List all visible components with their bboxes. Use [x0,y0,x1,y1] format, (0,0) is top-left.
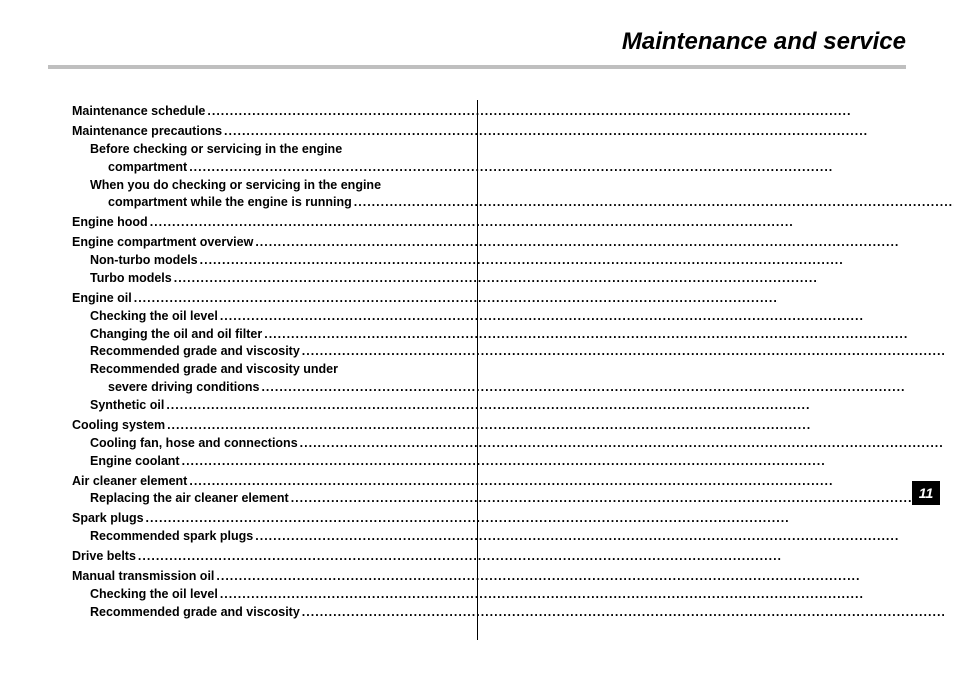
toc-row: Recommended grade and viscosity under [72,361,954,378]
toc-leader-dots [198,252,954,269]
toc-leader-dots [218,586,954,603]
toc-row: Engine oil11-8 [72,290,954,307]
toc-columns: Maintenance schedule11-3Maintenance prec… [72,100,882,655]
toc-label: Non-turbo models [72,252,198,269]
toc-row: Cooling system11-12 [72,417,954,434]
toc-label: Synthetic oil [72,397,164,414]
toc-label: Checking the oil level [72,586,218,603]
toc-leader-dots [262,326,954,343]
toc-leader-dots [164,397,954,414]
toc-leader-dots [352,194,954,211]
toc-leader-dots [187,473,954,490]
toc-leader-dots [180,453,954,470]
toc-leader-dots [289,490,954,507]
toc-row: Engine coolant11-12 [72,453,954,470]
toc-label: Engine compartment overview [72,234,253,251]
toc-row: Turbo models11-7 [72,270,954,287]
chapter-tab: 11 [912,481,940,505]
toc-label: Manual transmission oil [72,568,214,585]
toc-row: Checking the oil level11-8 [72,308,954,325]
toc-label: Replacing the air cleaner element [72,490,289,507]
toc-row: Manual transmission oil11-18 [72,568,954,585]
toc-leader-dots [172,270,954,287]
toc-leader-dots [300,343,954,360]
toc-leader-dots [148,214,954,231]
toc-label: Engine oil [72,290,132,307]
toc-leader-dots [259,379,954,396]
toc-label: Recommended grade and viscosity [72,604,300,621]
page-title: Maintenance and service [622,28,906,56]
toc-label: compartment while the engine is running [72,194,352,211]
toc-row: Recommended spark plugs11-17 [72,528,954,545]
toc-label: Engine coolant [72,453,180,470]
toc-label: Drive belts [72,548,136,565]
toc-label: Cooling fan, hose and connections [72,435,298,452]
toc-row: compartment11-4 [72,159,954,176]
toc-label: Recommended grade and viscosity [72,343,300,360]
toc-row: Recommended grade and viscosity11-19 [72,604,954,621]
toc-leader-dots [144,510,954,527]
toc-label: Cooling system [72,417,165,434]
header-rule [48,65,906,69]
toc-label: Maintenance precautions [72,123,222,140]
toc-row: severe driving conditions11-11 [72,379,954,396]
toc-label: Recommended grade and viscosity under [72,361,338,378]
toc-row: Recommended grade and viscosity11-10 [72,343,954,360]
toc-row: Before checking or servicing in the engi… [72,141,954,158]
toc-row: Cooling fan, hose and connections11-12 [72,435,954,452]
toc-row: Maintenance schedule11-3 [72,103,954,120]
toc-row: Maintenance precautions11-3 [72,123,954,140]
toc-leader-dots [253,528,954,545]
toc-row: Replacing the air cleaner element11-15 [72,490,954,507]
toc-row: Engine hood11-4 [72,214,954,231]
toc-leader-dots [222,123,954,140]
toc-label: severe driving conditions [72,379,259,396]
toc-left-column: Maintenance schedule11-3 Maintenance prec… [72,100,954,655]
toc-leader-dots [298,435,954,452]
toc-row: Air cleaner element11-15 [72,473,954,490]
toc-leader-dots [205,103,954,120]
toc-label: compartment [72,159,187,176]
toc-leader-dots [300,604,954,621]
toc-label: When you do checking or servicing in the… [72,177,381,194]
toc-label: Checking the oil level [72,308,218,325]
toc-row: compartment while the engine is running1… [72,194,954,211]
toc-label: Before checking or servicing in the engi… [72,141,342,158]
toc-label: Turbo models [72,270,172,287]
document-page: Maintenance and service Maintenance sche… [0,0,954,675]
toc-leader-dots [136,548,954,565]
toc-leader-dots [132,290,954,307]
toc-row: When you do checking or servicing in the… [72,177,954,194]
toc-leader-dots [218,308,954,325]
toc-row: Changing the oil and oil filter11-8 [72,326,954,343]
toc-label: Spark plugs [72,510,144,527]
toc-label: Engine hood [72,214,148,231]
toc-leader-dots [187,159,954,176]
toc-label: Recommended spark plugs [72,528,253,545]
toc-row: Non-turbo models11-6 [72,252,954,269]
toc-leader-dots [253,234,954,251]
toc-leader-dots [165,417,954,434]
toc-label: Maintenance schedule [72,103,205,120]
toc-row: Drive belts11-18 [72,548,954,565]
toc-label: Changing the oil and oil filter [72,326,262,343]
toc-row: Spark plugs11-17 [72,510,954,527]
toc-label: Air cleaner element [72,473,187,490]
toc-row: Checking the oil level11-18 [72,586,954,603]
toc-leader-dots [214,568,954,585]
toc-row: Synthetic oil11-11 [72,397,954,414]
toc-row: Engine compartment overview11-6 [72,234,954,251]
